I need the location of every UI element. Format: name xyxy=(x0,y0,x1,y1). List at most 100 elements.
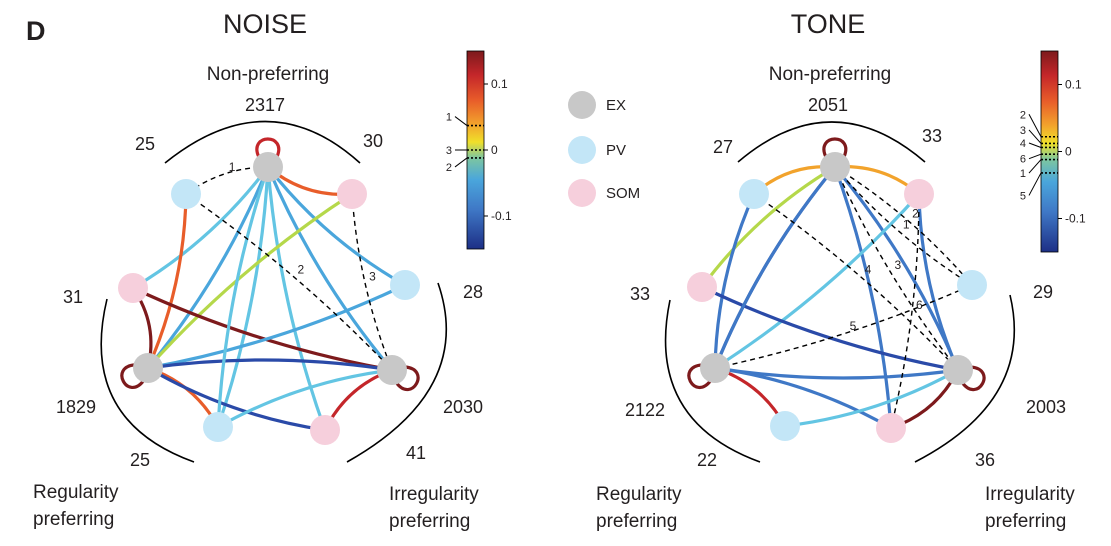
noise-self-loop-regEX xyxy=(120,363,146,389)
tone-dashed-key-2: 2 xyxy=(912,207,919,221)
noise-edge-nonPV-regEX xyxy=(146,192,188,370)
tone-dashed-edge-3 xyxy=(834,166,959,371)
tone-dashed-edge-5 xyxy=(714,284,973,369)
tone-node-nonSOM xyxy=(904,179,934,209)
tone-colorbar-ticks: 0.1 0 -0.1 xyxy=(1058,78,1086,226)
noise-colorbar-keys: 1 3 2 xyxy=(446,112,484,174)
noise-edge-regEX-irrSOM xyxy=(146,366,327,432)
noise-edges xyxy=(120,137,420,432)
noise-arc-irr xyxy=(346,282,447,463)
tone-regularity-label-2: preferring xyxy=(596,511,677,532)
noise-edge-nonSOM-regEX xyxy=(146,192,354,370)
noise-colorbar-key-leader-2 xyxy=(454,157,468,168)
tone-edge-regPV-irrEX xyxy=(783,368,960,428)
noise-edge-nonEX-irrEX xyxy=(266,165,394,372)
tone-arc-irr xyxy=(914,294,1016,463)
tone-dashed-key-3: 3 xyxy=(895,258,902,272)
noise-colorbar-key-label-3: 3 xyxy=(446,145,452,157)
noise-count-irr-pv: 28 xyxy=(463,282,483,302)
noise-arc-reg xyxy=(100,298,195,463)
tone-title: TONE xyxy=(791,9,866,39)
tone-edge-nonEX-irrSOM xyxy=(833,165,893,430)
noise-count-reg-pv: 25 xyxy=(130,450,150,470)
noise-colorbar-ticks: 0.1 0 -0.1 xyxy=(484,77,512,223)
noise-node-nonPV xyxy=(171,179,201,209)
tone-dashed-edges: 12 3 4 5 6 xyxy=(714,166,973,429)
tone-nodes xyxy=(687,152,987,443)
tone-node-nonPV xyxy=(739,179,769,209)
noise-node-irrPV xyxy=(390,270,420,300)
tone-dashed-key-1: 1 xyxy=(903,217,910,231)
legend-ex-swatch xyxy=(568,91,596,119)
legend-ex-label: EX xyxy=(606,97,626,114)
noise-count-non-som: 30 xyxy=(363,131,383,151)
tone-colorbar-key-label-3: 3 xyxy=(1020,125,1026,137)
tone-panel: TONE Non-preferring 2051 27 33 33 2122 2… xyxy=(596,9,1075,532)
tone-colorbar-key-leader-4 xyxy=(1028,142,1042,148)
noise-count-reg-som: 31 xyxy=(63,287,83,307)
noise-node-irrEX xyxy=(377,355,407,385)
tone-edge-regEX-nonEX xyxy=(713,165,837,370)
noise-edge-regEX-irrPV xyxy=(146,283,407,370)
tone-colorbar-key-label-2: 2 xyxy=(1020,109,1026,121)
noise-dashed-key-1: 1 xyxy=(229,160,236,174)
noise-edge-nonEX-irrSOM xyxy=(266,165,327,432)
tone-dashed-edge-4 xyxy=(753,193,959,371)
tone-colorbar-key-leader-6 xyxy=(1028,153,1042,160)
tone-edge-regEX-irrSOM xyxy=(713,366,893,430)
noise-self-loop-nonEX xyxy=(255,137,281,159)
tone-regularity-label: Regularity xyxy=(596,484,682,505)
tone-count-reg-som: 33 xyxy=(630,284,650,304)
tone-colorbar-key-label-6: 6 xyxy=(1020,154,1026,166)
tone-arc-reg xyxy=(664,299,761,463)
tone-edge-regSOM-irrEX xyxy=(700,285,960,372)
tone-self-loop-regEX xyxy=(687,363,713,389)
noise-node-regSOM xyxy=(118,273,148,303)
tone-edges xyxy=(687,137,986,430)
noise-edge-nonEX-regEX xyxy=(146,165,270,370)
legend-som-label: SOM xyxy=(606,185,640,202)
tone-count-irr-pv: 29 xyxy=(1033,282,1053,302)
noise-count-non-pv: 25 xyxy=(135,134,155,154)
tone-irregularity-label: Irregularity xyxy=(985,484,1075,505)
noise-dashed-edge-3 xyxy=(351,193,393,371)
tone-self-loop-irrEX xyxy=(960,365,986,392)
tone-dashed-edge-6 xyxy=(890,193,920,429)
noise-regularity-label-2: preferring xyxy=(33,509,114,530)
noise-count-reg-ex: 1829 xyxy=(56,397,96,417)
noise-arc-non xyxy=(164,120,361,164)
tone-count-non-ex: 2051 xyxy=(808,95,848,115)
tone-node-regSOM xyxy=(687,272,717,302)
tone-dashed-edge-2 xyxy=(834,166,973,286)
noise-dashed-key-2: 2 xyxy=(298,263,305,277)
tone-colorbar-key-label-5: 5 xyxy=(1020,190,1026,202)
tone-colorbar-tick-label-0: 0.1 xyxy=(1065,78,1082,92)
legend-som-swatch xyxy=(568,179,596,207)
noise-irregularity-label: Irregularity xyxy=(389,484,479,505)
noise-dashed-edge-2 xyxy=(185,193,393,371)
noise-colorbar-key-label-1: 1 xyxy=(446,112,452,124)
tone-colorbar-key-leader-1 xyxy=(1028,159,1042,174)
tone-edge-nonSOM-irrEX xyxy=(917,192,960,372)
legend-pv-label: PV xyxy=(606,142,626,159)
noise-edge-regPV-irrEX xyxy=(216,368,394,429)
noise-regularity-label: Regularity xyxy=(33,482,119,503)
tone-count-reg-pv: 22 xyxy=(697,450,717,470)
tone-dashed-key-6: 6 xyxy=(916,298,923,312)
tone-dashed-key-5: 5 xyxy=(850,319,857,333)
noise-nodes xyxy=(118,152,420,445)
tone-dashed-key-4: 4 xyxy=(865,263,872,277)
noise-irregularity-label-2: preferring xyxy=(389,511,470,532)
noise-node-irrSOM xyxy=(310,415,340,445)
tone-non-preferring-label: Non-preferring xyxy=(769,64,892,85)
noise-count-non-ex: 2317 xyxy=(245,95,285,115)
noise-edge-regEX-irrEX xyxy=(146,358,394,372)
noise-title: NOISE xyxy=(223,9,307,39)
tone-node-irrEX xyxy=(943,355,973,385)
tone-colorbar-tick-label-2: -0.1 xyxy=(1065,212,1086,226)
noise-node-nonEX xyxy=(253,152,283,182)
tone-count-irr-ex: 2003 xyxy=(1026,397,1066,417)
noise-edge-nonEX-regPV xyxy=(216,165,270,429)
tone-dashed-edge-1 xyxy=(834,166,973,286)
